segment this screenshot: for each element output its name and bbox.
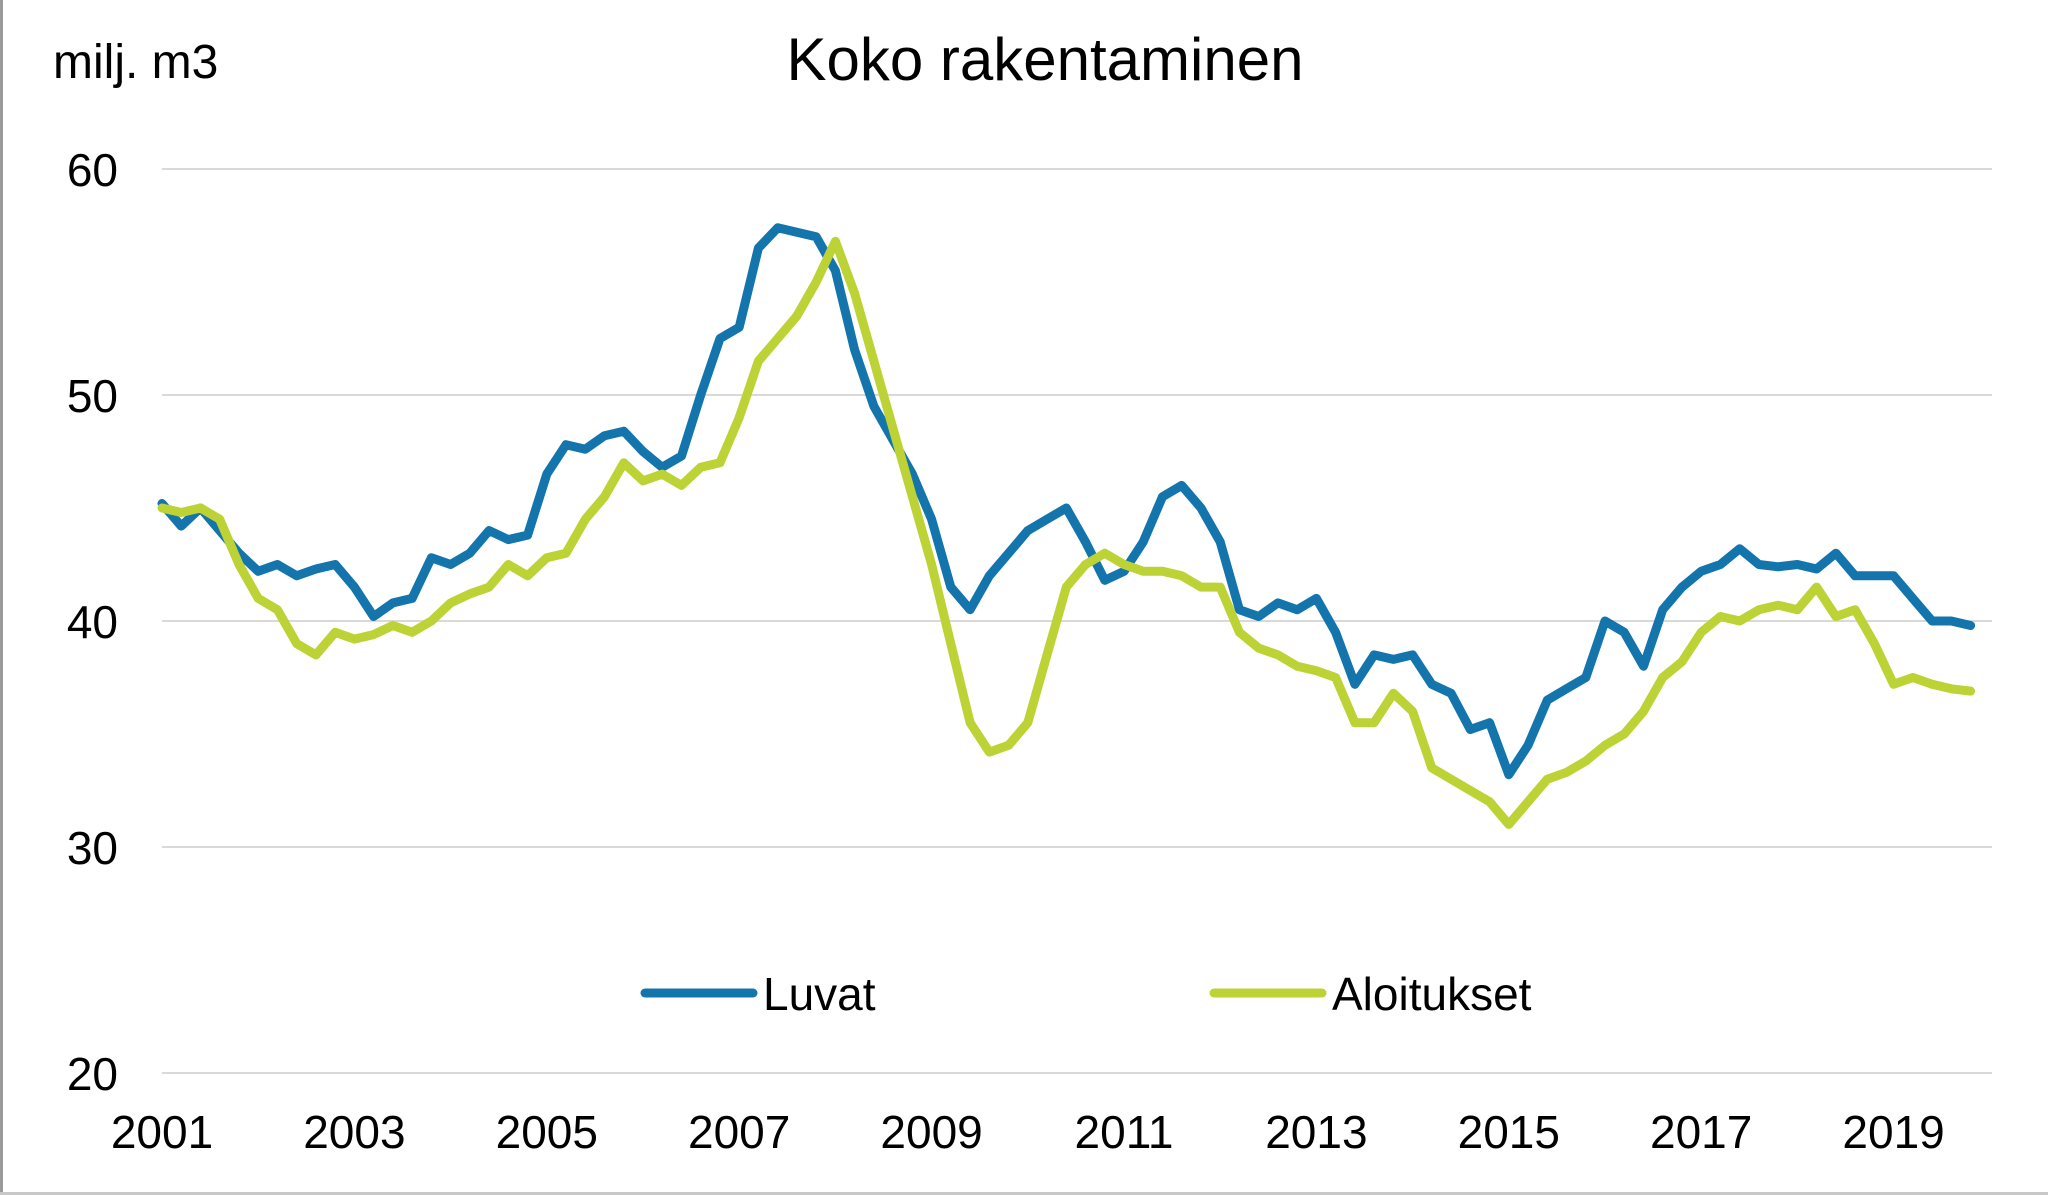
series-lines xyxy=(157,223,1976,829)
x-tick-label: 2015 xyxy=(1458,1106,1560,1158)
x-tick-label: 2003 xyxy=(303,1106,405,1158)
gridlines xyxy=(162,168,1992,1074)
left-border xyxy=(0,0,3,1195)
x-tick-label: 2007 xyxy=(688,1106,790,1158)
y-axis-ticks: 20 30 40 50 60 xyxy=(67,144,118,1100)
series-line-aloitukset xyxy=(157,236,1976,829)
x-tick-label: 2001 xyxy=(111,1106,213,1158)
chart-title: Koko rakentaminen xyxy=(787,26,1304,93)
x-tick-label: 2005 xyxy=(496,1106,598,1158)
x-tick-label: 2019 xyxy=(1842,1106,1944,1158)
y-axis-unit-label: milj. m3 xyxy=(53,36,218,89)
bottom-border xyxy=(0,1192,2048,1195)
legend-label-luvat: Luvat xyxy=(763,968,876,1020)
legend: Luvat Aloitukset xyxy=(640,968,1532,1020)
y-tick-label: 40 xyxy=(67,596,118,648)
x-tick-label: 2011 xyxy=(1075,1106,1174,1158)
x-tick-label: 2017 xyxy=(1650,1106,1752,1158)
y-tick-label: 60 xyxy=(67,144,118,196)
x-axis-ticks: 2001 2003 2005 2007 2009 2011 2013 2015 2017 2019 xyxy=(111,1106,1945,1158)
x-tick-label: 2013 xyxy=(1265,1106,1367,1158)
series-line-luvat xyxy=(157,223,1976,780)
y-tick-label: 20 xyxy=(67,1048,118,1100)
y-tick-label: 50 xyxy=(67,370,118,422)
y-tick-label: 30 xyxy=(67,822,118,874)
x-tick-label: 2009 xyxy=(880,1106,982,1158)
legend-label-aloitukset: Aloitukset xyxy=(1332,968,1532,1020)
